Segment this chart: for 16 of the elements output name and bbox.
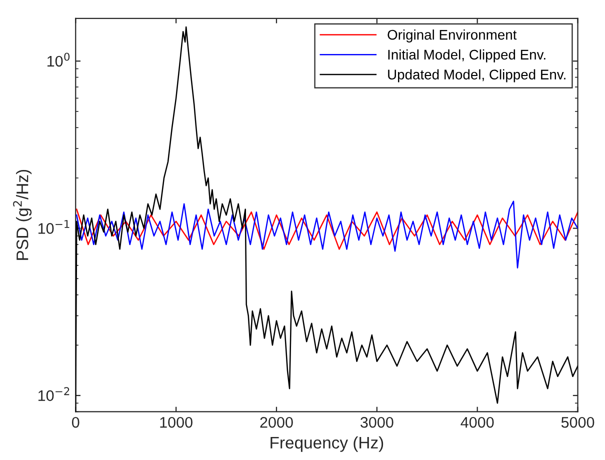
x-tick-label: 4000 [460, 416, 494, 428]
legend-label: Original Environment [388, 30, 517, 42]
y-tick-label: 10$^{−1}$ [38, 220, 70, 234]
x-axis-title: Frequency (Hz) [270, 436, 384, 452]
x-tick-label: 5000 [561, 416, 594, 428]
y-tick-label: 10$^{0}$ [47, 52, 70, 67]
legend-label: Updated Model, Clipped Env. [388, 69, 566, 82]
line-series [76, 200, 578, 268]
y-tick-label: 10$^{−2}$ [38, 387, 70, 402]
line-series [76, 208, 578, 250]
y-axis-title: PSD (g$^{2}$/Hz) [13, 170, 32, 260]
x-tick-label: 0 [72, 416, 80, 428]
x-tick-label: 1000 [160, 416, 192, 428]
x-tick-label: 3000 [360, 416, 394, 428]
x-tick-label: 2000 [260, 416, 293, 428]
legend-label: Initial Model, Clipped Env. [388, 49, 546, 62]
